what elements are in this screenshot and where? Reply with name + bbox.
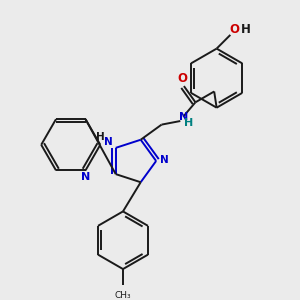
Text: O: O xyxy=(230,23,240,36)
Text: N: N xyxy=(104,137,113,148)
Text: N: N xyxy=(81,172,90,182)
Text: H: H xyxy=(184,118,194,128)
Text: N: N xyxy=(160,155,168,165)
Text: N: N xyxy=(178,112,188,122)
Text: CH₃: CH₃ xyxy=(115,291,131,300)
Text: O: O xyxy=(177,72,187,86)
Text: H: H xyxy=(96,132,105,142)
Text: H: H xyxy=(241,23,251,36)
